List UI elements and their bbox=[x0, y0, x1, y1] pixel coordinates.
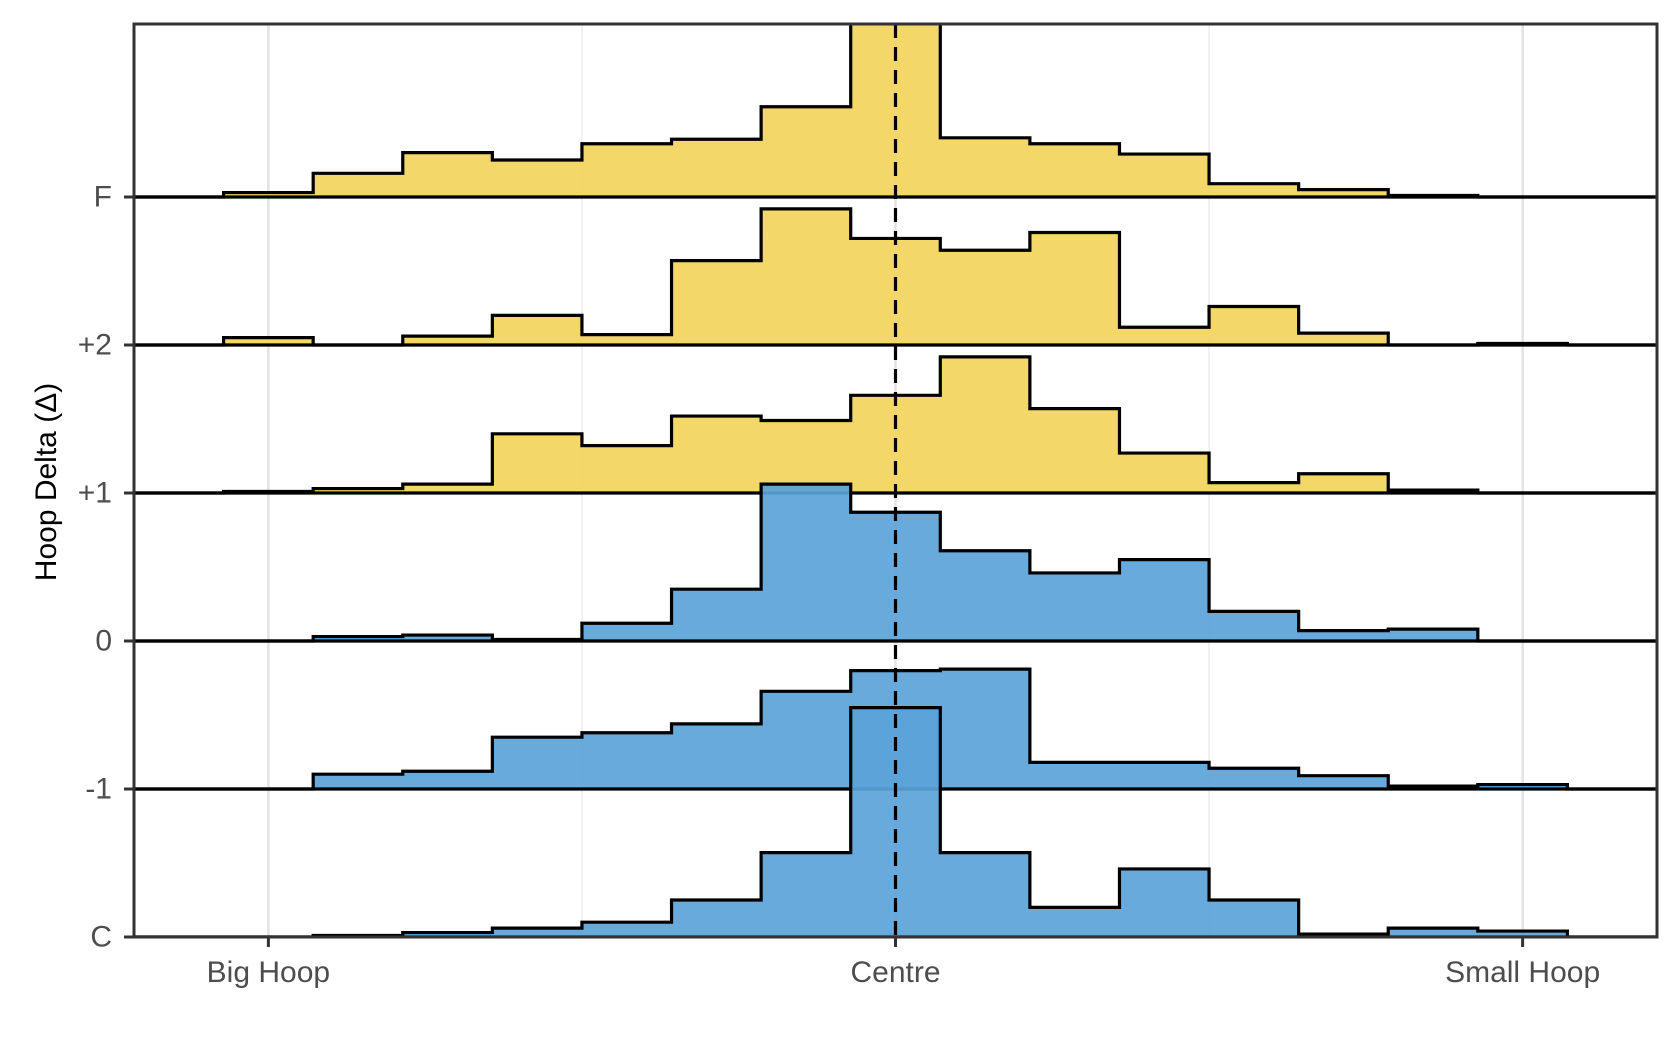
y-tick-label: -1 bbox=[85, 773, 112, 806]
y-tick-label: +1 bbox=[78, 477, 112, 510]
y-tick-label: +2 bbox=[78, 329, 112, 362]
y-axis: C -1 0 +1 +2 F bbox=[78, 181, 134, 954]
series-outline-+1 bbox=[134, 355, 1657, 495]
y-axis-title: Hoop Delta (Δ) bbox=[30, 383, 63, 581]
x-tick-label: Big Hoop bbox=[207, 956, 330, 989]
series-area-+2 bbox=[134, 208, 1657, 345]
x-axis: Big Hoop Centre Small Hoop bbox=[207, 937, 1600, 989]
series-outline-F bbox=[134, 24, 1657, 199]
series-area-F bbox=[134, 24, 1657, 197]
series-area-C bbox=[134, 707, 1657, 937]
y-tick-label: C bbox=[90, 921, 112, 954]
series-outline-C bbox=[134, 706, 1657, 937]
x-tick-label: Centre bbox=[850, 956, 940, 989]
series-C bbox=[134, 706, 1657, 937]
x-tick-label: Small Hoop bbox=[1445, 956, 1600, 989]
y-tick-label: F bbox=[94, 181, 112, 214]
y-tick-label: 0 bbox=[95, 625, 112, 658]
